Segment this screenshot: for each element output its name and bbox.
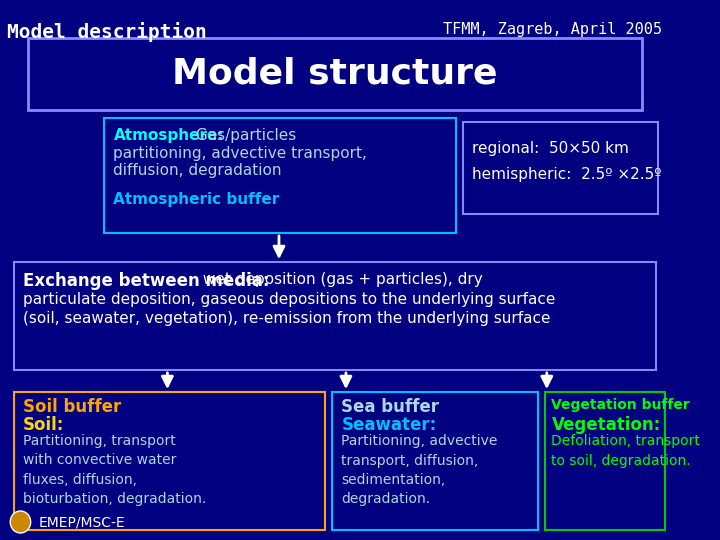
Text: EMEP/MSC-E: EMEP/MSC-E <box>39 515 126 529</box>
Text: Sea buffer: Sea buffer <box>341 398 439 416</box>
Circle shape <box>10 511 31 533</box>
Bar <box>104 118 456 233</box>
Text: diffusion, degradation: diffusion, degradation <box>114 163 282 178</box>
Bar <box>332 392 539 530</box>
Text: regional:  50×50 km: regional: 50×50 km <box>472 140 629 156</box>
Text: Vegetation:: Vegetation: <box>552 416 661 434</box>
Bar <box>463 122 658 214</box>
Bar <box>545 392 665 530</box>
Text: Exchange between media:: Exchange between media: <box>23 272 270 290</box>
Text: Vegetation buffer: Vegetation buffer <box>552 398 690 412</box>
Text: TFMM, Zagreb, April 2005: TFMM, Zagreb, April 2005 <box>443 22 662 37</box>
Text: (soil, seawater, vegetation), re-emission from the underlying surface: (soil, seawater, vegetation), re-emissio… <box>23 311 551 326</box>
Text: partitioning, advective transport,: partitioning, advective transport, <box>114 146 367 161</box>
Text: Partitioning, transport
with convective water
fluxes, diffusion,
bioturbation, d: Partitioning, transport with convective … <box>23 434 207 507</box>
Text: Partitioning, advective
transport, diffusion,
sedimentation,
degradation.: Partitioning, advective transport, diffu… <box>341 434 498 507</box>
Text: Atmospheric buffer: Atmospheric buffer <box>114 192 279 207</box>
Text: Atmosphere:: Atmosphere: <box>114 128 224 143</box>
Bar <box>28 38 642 110</box>
Text: Soil buffer: Soil buffer <box>23 398 122 416</box>
Text: hemispheric:  2.5º ×2.5º: hemispheric: 2.5º ×2.5º <box>472 166 662 181</box>
Text: particulate deposition, gaseous depositions to the underlying surface: particulate deposition, gaseous depositi… <box>23 292 556 307</box>
Text: Gas/particles: Gas/particles <box>191 128 296 143</box>
Bar <box>14 392 325 530</box>
Bar <box>14 262 656 370</box>
Text: Model structure: Model structure <box>172 57 498 91</box>
Text: Model description: Model description <box>7 22 207 42</box>
Text: wet deposition (gas + particles), dry: wet deposition (gas + particles), dry <box>198 272 483 287</box>
Text: Defoliation, transport
to soil, degradation.: Defoliation, transport to soil, degradat… <box>552 434 701 468</box>
Text: Seawater:: Seawater: <box>341 416 436 434</box>
Text: Soil:: Soil: <box>23 416 65 434</box>
